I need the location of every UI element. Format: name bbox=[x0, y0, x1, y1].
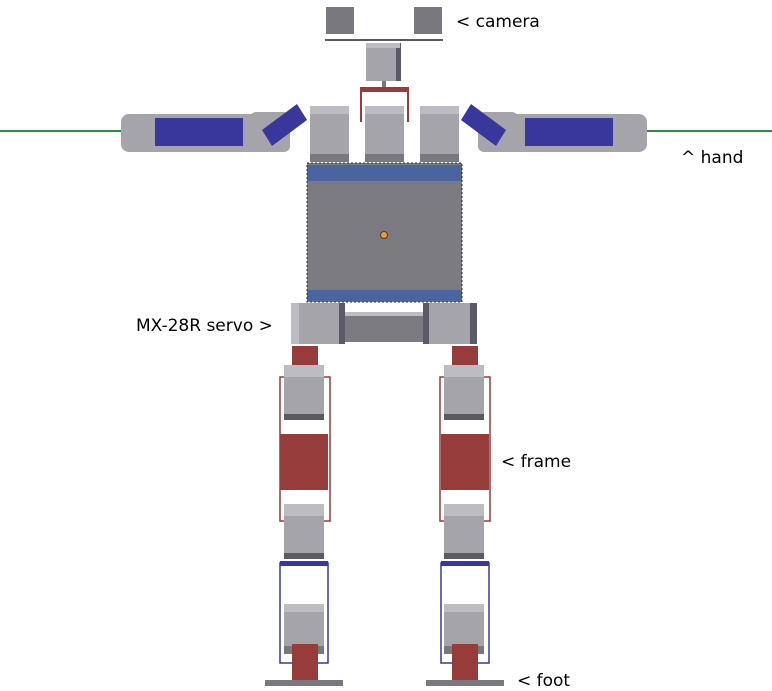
left-foot bbox=[265, 680, 343, 686]
camera-label: < camera bbox=[456, 12, 540, 32]
right-forearm bbox=[525, 118, 613, 146]
right-hand bbox=[609, 114, 647, 152]
right-arm bbox=[461, 104, 647, 152]
left-leg bbox=[265, 346, 343, 686]
right-foot bbox=[426, 680, 504, 686]
hip-assembly bbox=[291, 303, 477, 344]
right-leg bbox=[426, 346, 504, 686]
left-forearm bbox=[155, 118, 243, 146]
left-thigh-frame bbox=[280, 434, 328, 490]
left-arm bbox=[121, 104, 307, 152]
hip-servo-left bbox=[291, 303, 345, 344]
servo-label: MX-28R servo > bbox=[136, 316, 273, 336]
torso-top-band bbox=[307, 165, 462, 181]
left-hand bbox=[121, 114, 159, 152]
torso-marker bbox=[380, 231, 388, 239]
right-elbow-link bbox=[461, 104, 506, 146]
camera-assembly bbox=[325, 7, 443, 122]
camera-left bbox=[326, 7, 354, 34]
torso bbox=[306, 162, 463, 303]
neck-servo bbox=[366, 43, 400, 81]
torso-bottom-band bbox=[307, 290, 462, 301]
left-elbow-link bbox=[262, 104, 307, 146]
shoulder-servos bbox=[310, 106, 459, 162]
hip-servo-right bbox=[423, 303, 477, 344]
camera-right bbox=[414, 7, 442, 34]
right-thigh-frame bbox=[441, 434, 489, 490]
hand-label: ^ hand bbox=[681, 148, 744, 168]
foot-label: < foot bbox=[517, 671, 571, 691]
frame-label: < frame bbox=[501, 452, 572, 472]
